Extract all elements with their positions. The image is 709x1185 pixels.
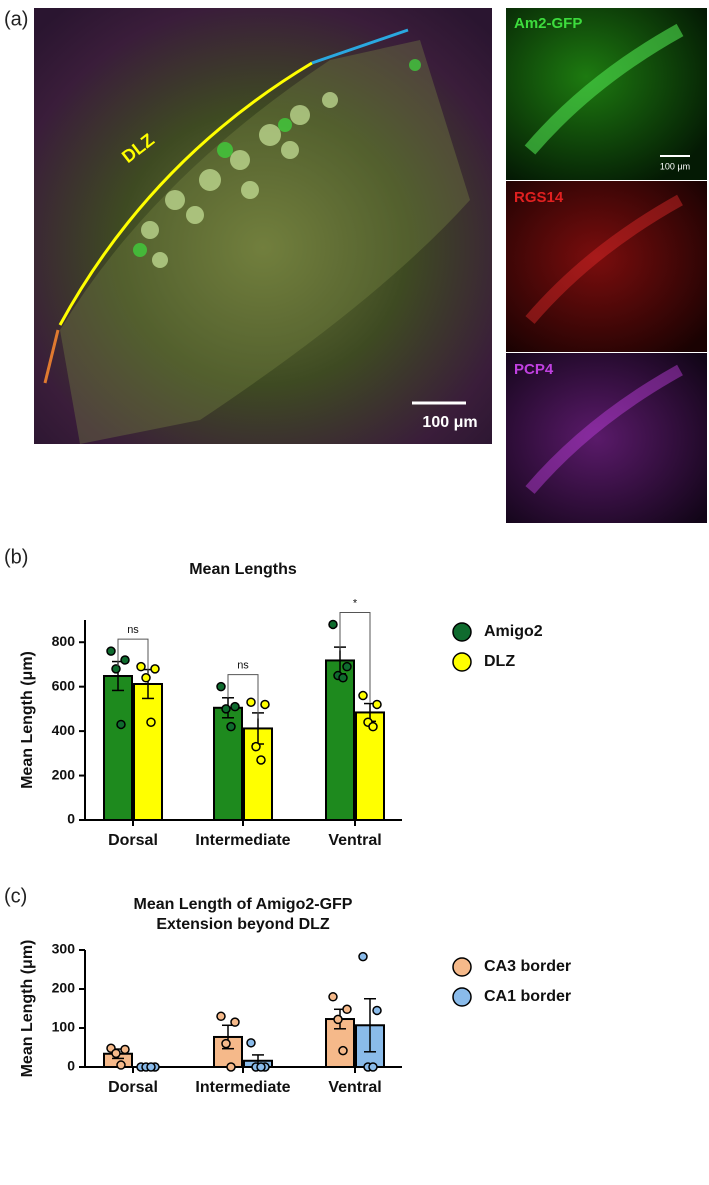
data-point [358,951,368,962]
data-point [246,1038,256,1048]
y-tick-label: 100 [52,1019,76,1035]
significance-bracket [227,674,259,719]
main-image: DLZ 100 μm [34,8,492,444]
y-tick-label: 200 [52,766,76,782]
y-axis-label: Mean Length (μm) [19,940,36,1078]
panel-label: (c) [4,885,27,907]
panel-label: (b) [4,546,28,568]
inset-images: Am2-GFP RGS14 PCP4 100 μm [506,8,707,523]
x-tick-label: Intermediate [195,832,290,849]
bar [103,675,133,821]
data-point [372,699,382,710]
data-point [226,721,236,732]
significance-bracket [117,638,149,674]
legend-marker [452,987,472,1007]
data-point [230,701,240,712]
y-tick-label: 600 [52,677,76,693]
panel-label: (a) [4,8,28,30]
data-point [111,1048,121,1059]
scale-bar-label: 100 μm [660,161,690,171]
bar [213,706,243,821]
y-tick-label: 300 [52,941,76,957]
bar [325,659,355,822]
data-point [150,664,160,674]
data-point [368,721,378,732]
data-point [146,717,156,727]
data-point [216,1011,226,1022]
data-point [116,1060,126,1070]
chart-title: Mean Length of Amigo2-GFP [134,896,353,913]
legend-marker [452,652,472,672]
data-point [256,755,266,765]
x-tick-label: Intermediate [195,1079,290,1096]
data-point [251,741,261,752]
x-tick-label: Dorsal [108,1079,158,1096]
x-tick-label: Ventral [328,832,381,849]
data-point [333,1014,343,1025]
data-point [146,1062,156,1072]
bar [133,683,163,821]
y-tick-label: 0 [67,811,75,827]
data-point [260,699,270,710]
y-tick-label: 800 [52,633,76,649]
significance-label: ns [237,660,249,672]
data-point [226,1062,236,1072]
error-bar [364,998,376,1053]
data-point [338,673,348,683]
data-point [328,992,338,1002]
y-tick-label: 0 [67,1058,75,1074]
x-tick-label: Dorsal [108,832,158,849]
data-point [120,655,130,665]
data-point [106,646,116,656]
data-point [256,1062,266,1072]
data-point [216,681,226,692]
data-point [136,661,146,672]
y-tick-label: 400 [52,722,76,738]
inset-label: PCP4 [514,361,554,378]
x-tick-label: Ventral [328,1079,381,1096]
data-point [358,690,368,701]
scale-bar-label: 100 μm [422,414,477,431]
legend-label: DLZ [484,653,515,670]
significance-bracket [339,611,371,703]
data-point [342,1004,352,1015]
data-point [120,1044,130,1055]
legend-marker [452,622,472,642]
data-point [328,619,338,630]
data-point [221,1038,231,1049]
data-point [221,704,231,714]
chart-title: Extension beyond DLZ [156,916,330,933]
legend-label: CA1 border [484,988,571,1005]
legend-marker [452,957,472,977]
y-tick-label: 200 [52,980,76,996]
significance-label: ns [127,624,139,636]
bar [243,727,273,822]
data-point [116,719,126,730]
data-point [246,697,256,707]
y-axis-label: Mean Length (μm) [19,651,36,789]
significance-label: * [353,597,358,609]
data-point [368,1062,378,1072]
data-point [338,1045,348,1056]
data-point [230,1017,240,1027]
legend-label: CA3 border [484,958,571,975]
inset-label: Am2-GFP [514,15,582,32]
inset-label: RGS14 [514,189,564,206]
data-point [111,664,121,674]
data-point [141,673,151,683]
legend-label: Amigo2 [484,623,543,640]
data-point [342,661,352,672]
data-point [372,1005,382,1016]
chart-title: Mean Lengths [189,561,297,578]
